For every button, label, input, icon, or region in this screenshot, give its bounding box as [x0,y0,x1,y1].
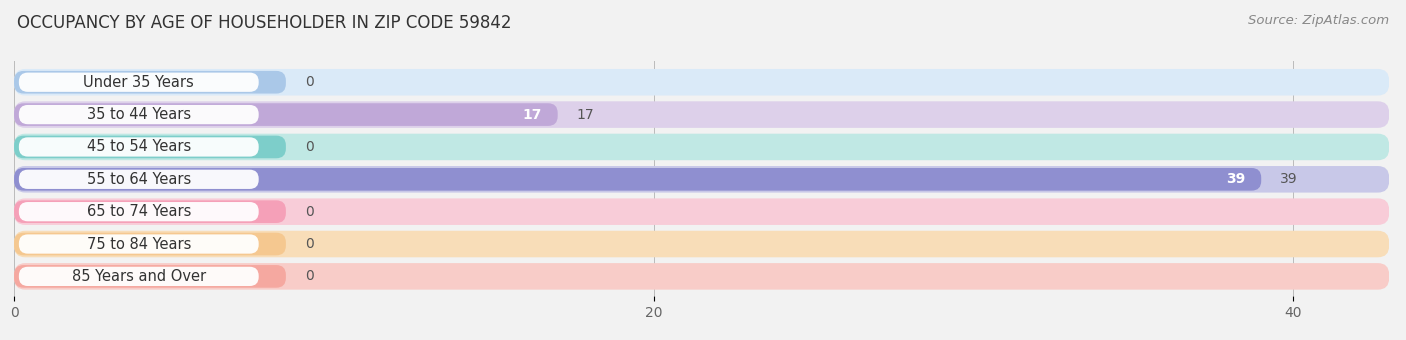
FancyBboxPatch shape [14,168,1261,191]
FancyBboxPatch shape [14,69,1389,96]
Text: 17: 17 [522,107,541,122]
FancyBboxPatch shape [14,136,285,158]
FancyBboxPatch shape [14,231,1389,257]
FancyBboxPatch shape [14,263,1389,290]
FancyBboxPatch shape [18,234,259,254]
FancyBboxPatch shape [14,101,1389,128]
Text: 55 to 64 Years: 55 to 64 Years [87,172,191,187]
Text: 0: 0 [305,140,314,154]
FancyBboxPatch shape [18,73,259,92]
Text: 45 to 54 Years: 45 to 54 Years [87,139,191,154]
FancyBboxPatch shape [14,233,285,255]
FancyBboxPatch shape [14,103,558,126]
FancyBboxPatch shape [14,265,285,288]
Text: 39: 39 [1226,172,1246,186]
Text: Source: ZipAtlas.com: Source: ZipAtlas.com [1249,14,1389,27]
Text: 85 Years and Over: 85 Years and Over [72,269,205,284]
FancyBboxPatch shape [14,134,1389,160]
FancyBboxPatch shape [14,71,285,94]
Text: OCCUPANCY BY AGE OF HOUSEHOLDER IN ZIP CODE 59842: OCCUPANCY BY AGE OF HOUSEHOLDER IN ZIP C… [17,14,512,32]
Text: 75 to 84 Years: 75 to 84 Years [87,237,191,252]
FancyBboxPatch shape [18,170,259,189]
Text: 0: 0 [305,75,314,89]
Text: 35 to 44 Years: 35 to 44 Years [87,107,191,122]
Text: 65 to 74 Years: 65 to 74 Years [87,204,191,219]
FancyBboxPatch shape [18,105,259,124]
FancyBboxPatch shape [18,202,259,221]
FancyBboxPatch shape [14,200,285,223]
Text: 0: 0 [305,269,314,283]
Text: 0: 0 [305,237,314,251]
FancyBboxPatch shape [18,137,259,157]
Text: Under 35 Years: Under 35 Years [83,75,194,90]
Text: 39: 39 [1281,172,1298,186]
Text: 17: 17 [576,107,595,122]
FancyBboxPatch shape [14,199,1389,225]
Text: 0: 0 [305,205,314,219]
FancyBboxPatch shape [18,267,259,286]
FancyBboxPatch shape [14,166,1389,192]
